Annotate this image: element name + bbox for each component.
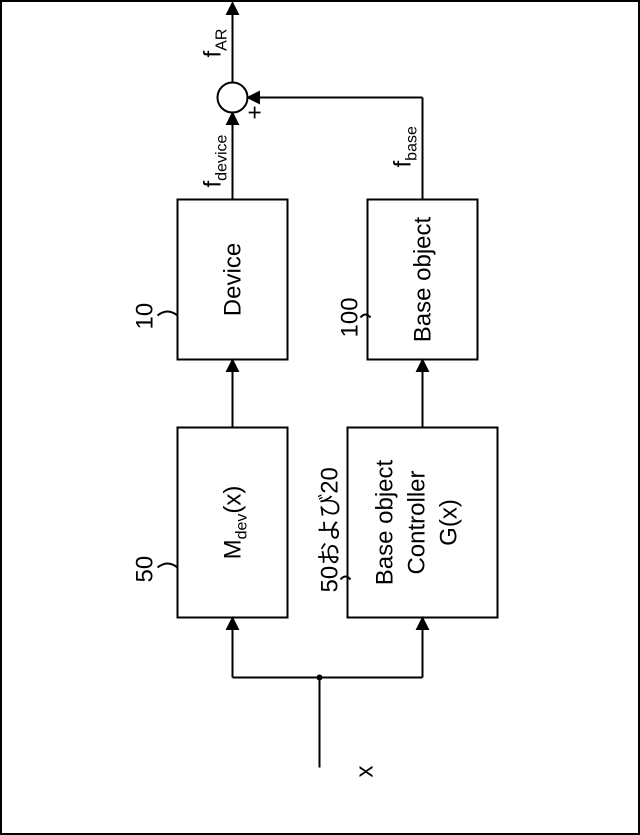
sum-node xyxy=(218,83,248,113)
block-diagram: x Mdev(x) 50 Device 10 fdevice Base obje… xyxy=(0,0,640,835)
mdev-ref: 50 xyxy=(132,556,159,583)
controller-line1: Base object xyxy=(372,459,399,585)
baseobj-label: Base object xyxy=(410,216,437,342)
controller-ref: 50および20 xyxy=(317,467,344,592)
device-ref-leader xyxy=(158,312,178,316)
baseobj-ref: 100 xyxy=(337,297,364,337)
mdev-ref-leader xyxy=(158,564,178,568)
input-label: x xyxy=(352,766,379,778)
sum-plus: + xyxy=(242,105,269,119)
controller-ref-leader xyxy=(341,577,351,580)
controller-line2: Controller xyxy=(404,470,431,574)
mdev-label: Mdev(x) xyxy=(220,486,251,560)
fbase-label: fbase xyxy=(390,126,421,167)
fdevice-label: fdevice xyxy=(200,134,231,187)
mdev-block xyxy=(178,428,288,618)
output-label: fAR xyxy=(200,29,231,58)
controller-line3: G(x) xyxy=(436,499,463,546)
baseobj-ref-leader xyxy=(361,315,371,318)
device-label: Device xyxy=(220,243,247,316)
device-ref: 10 xyxy=(132,303,159,330)
